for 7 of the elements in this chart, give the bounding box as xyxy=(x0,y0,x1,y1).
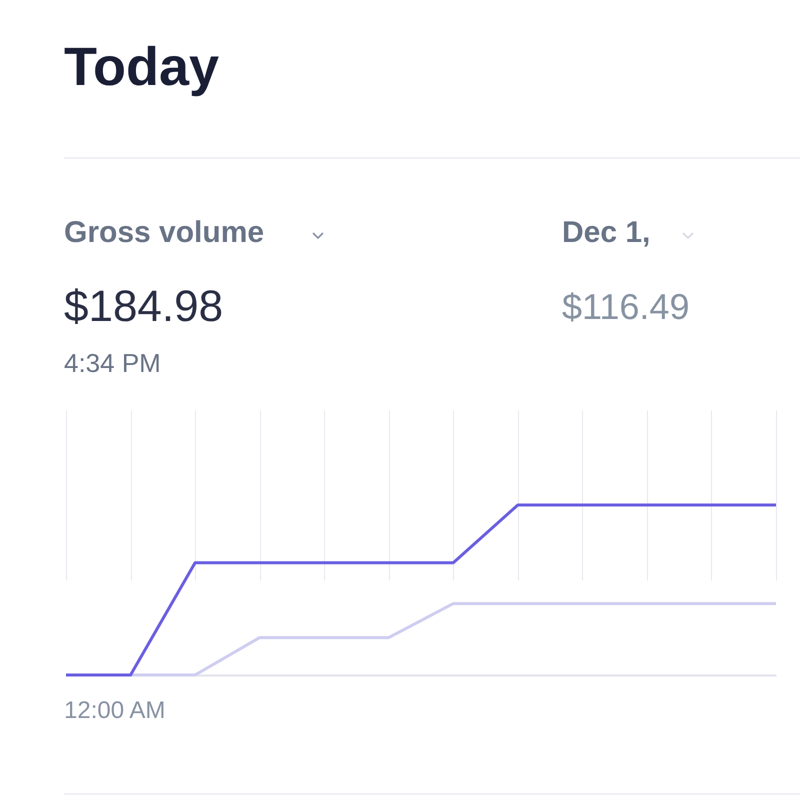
text: $184.98 xyxy=(64,282,224,332)
text: Gross volume xyxy=(64,216,264,250)
text: $116.49 xyxy=(562,286,690,328)
text: 4:34 PM xyxy=(64,348,161,379)
chart-title: Today xyxy=(64,36,220,98)
text: 12:00 AM xyxy=(64,697,166,725)
text: Dec 1, xyxy=(562,216,650,250)
